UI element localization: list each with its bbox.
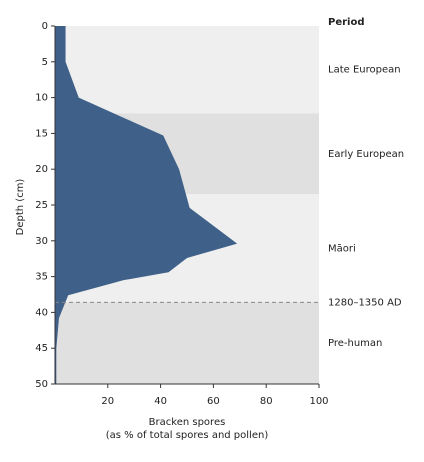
y-tick-label: 30 [35,236,48,247]
y-tick-label: 5 [42,57,48,68]
y-tick-label: 45 [35,343,48,354]
x-tick-label: 60 [207,396,220,407]
x-tick-label: 20 [101,396,114,407]
y-tick-label: 40 [35,307,48,318]
period-header: Period [328,17,365,28]
y-tick-label: 10 [35,93,48,104]
period-label: Pre-human [328,338,382,349]
y-tick-label: 35 [35,272,48,283]
period-label: Early European [328,149,404,160]
period-label: Māori [328,243,356,254]
boundary-label: 1280–1350 AD [328,297,402,308]
y-tick-label: 25 [35,200,48,211]
y-tick-label: 0 [42,21,48,32]
x-axis-label: Bracken spores [149,417,226,428]
x-tick-label: 40 [154,396,167,407]
x-tick-label: 80 [260,396,273,407]
period-band [55,302,319,384]
area [55,26,238,384]
period-label: Late European [328,65,401,76]
y-axis-label: Depth (cm) [15,179,26,236]
x-tick-label: 100 [309,396,328,407]
x-axis-label: (as % of total spores and pollen) [106,430,269,441]
y-tick-label: 15 [35,128,48,139]
period-band [55,26,319,114]
y-tick-label: 20 [35,164,48,175]
y-tick-label: 50 [35,379,48,390]
